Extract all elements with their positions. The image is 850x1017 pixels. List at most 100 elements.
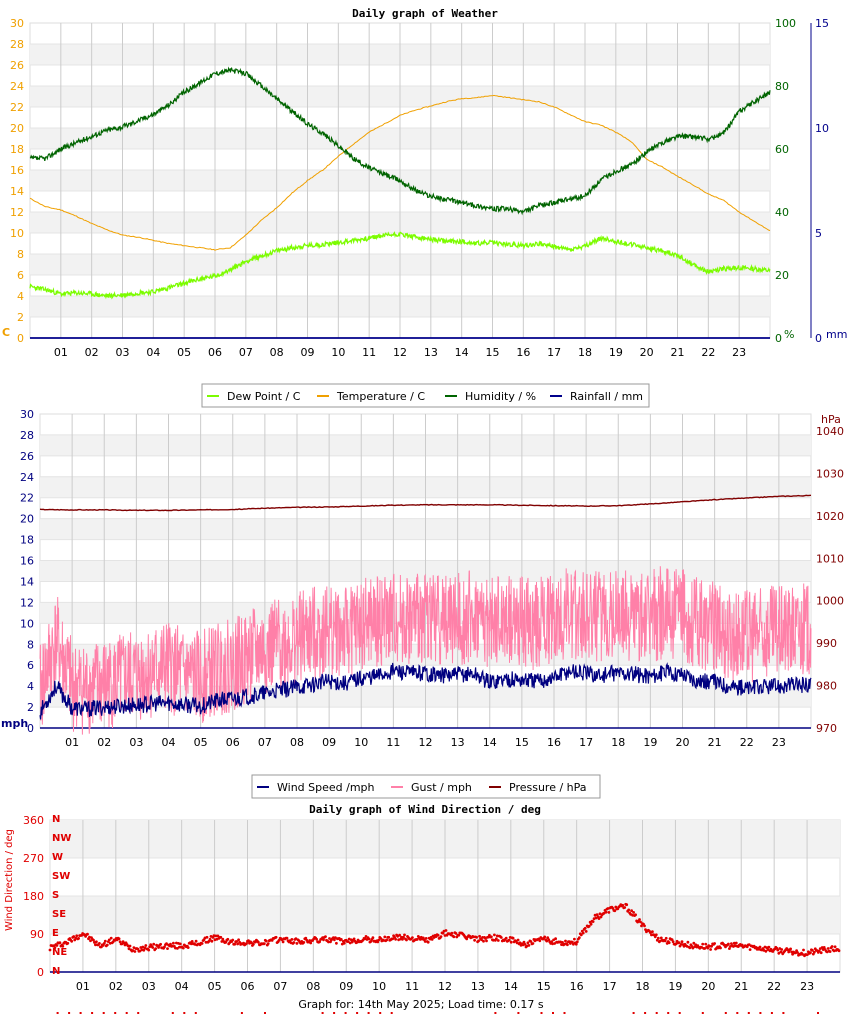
x-tick-label: 04 — [175, 980, 189, 993]
direction-point — [492, 938, 495, 942]
direction-point — [190, 940, 194, 943]
x-tick-label: 15 — [537, 980, 551, 993]
direction-point — [465, 937, 469, 941]
direction-point — [333, 938, 336, 942]
y-tick-label: 0 — [815, 332, 822, 345]
x-tick-label: 15 — [486, 346, 500, 359]
direction-point — [181, 946, 185, 950]
direction-point — [643, 924, 646, 928]
x-tick-label: 13 — [471, 980, 485, 993]
direction-point — [671, 940, 675, 944]
direction-point — [822, 946, 826, 949]
y-tick-label: 60 — [775, 143, 789, 156]
direction-point — [452, 935, 456, 939]
direction-point — [377, 938, 381, 942]
direction-point — [623, 906, 627, 909]
x-tick-label: 05 — [208, 980, 222, 993]
y-tick-label: 30 — [10, 17, 24, 30]
direction-point — [640, 924, 643, 928]
direction-point — [457, 933, 461, 937]
direction-chart-title: Daily graph of Wind Direction / deg — [309, 803, 541, 816]
direction-point — [516, 938, 520, 942]
direction-point — [128, 944, 132, 948]
x-tick-label: 19 — [668, 980, 682, 993]
direction-point — [165, 942, 168, 946]
wind-legend: Wind Speed /mph Gust / mph Pressure / hP… — [251, 774, 601, 799]
y-tick-label: 990 — [816, 637, 837, 650]
y-tick-label: 1040 — [816, 425, 844, 438]
direction-point — [538, 939, 542, 943]
y-tick-label: 180 — [23, 890, 44, 903]
direction-point — [553, 942, 556, 945]
y-tick-label: 1030 — [816, 467, 844, 480]
compass-label: NE — [52, 947, 67, 958]
legend-label-humidity: Humidity / % — [465, 390, 536, 403]
direction-point — [430, 938, 434, 941]
y-tick-label: 20 — [775, 269, 789, 282]
direction-point — [339, 938, 343, 941]
direction-point — [169, 942, 172, 946]
y-tick-label: 80 — [775, 80, 789, 93]
y-tick-label: 24 — [10, 80, 24, 93]
direction-point — [819, 951, 823, 955]
x-tick-label: 09 — [322, 736, 336, 749]
direction-point — [186, 946, 190, 949]
x-tick-label: 08 — [270, 346, 284, 359]
direction-point — [494, 937, 498, 941]
x-tick-label: 13 — [424, 346, 438, 359]
y-tick-label: 22 — [10, 101, 24, 114]
direction-point — [679, 943, 683, 946]
direction-point — [789, 947, 792, 951]
y-tick-label: 40 — [775, 206, 789, 219]
direction-point — [398, 933, 401, 937]
direction-point — [828, 950, 832, 953]
direction-point — [522, 940, 526, 944]
direction-point — [328, 937, 331, 940]
bottom-mark — [655, 1012, 658, 1014]
y-tick-label: 10 — [20, 617, 34, 630]
direction-point — [423, 940, 427, 943]
wind-hour-axis-ticks: 01 02 03 04 05 06 07 08 09 10 11 12 13 14 15 16 17 18 19 20… — [65, 736, 786, 749]
direction-point — [523, 943, 527, 946]
compass-label: N — [52, 966, 60, 977]
bottom-mark — [563, 1012, 566, 1014]
y-tick-label: 8 — [17, 248, 24, 261]
legend-item-dew: Dew Point / C — [207, 390, 301, 403]
direction-point — [226, 937, 230, 941]
direction-point — [507, 938, 511, 942]
wind-speed-line — [39, 662, 812, 720]
direction-point — [424, 937, 428, 940]
legend-item-temperature: Temperature / C — [317, 390, 425, 403]
bottom-mark — [667, 1012, 670, 1014]
direction-point — [95, 940, 98, 944]
direction-point — [400, 935, 403, 939]
x-tick-label: 01 — [54, 346, 68, 359]
direction-point — [281, 940, 285, 944]
direction-point — [777, 951, 781, 955]
legend-label-rainfall: Rainfall / mm — [570, 390, 643, 403]
direction-point — [571, 940, 574, 944]
direction-point — [621, 903, 625, 907]
direction-point — [405, 938, 408, 942]
direction-point — [740, 943, 744, 947]
direction-point — [764, 949, 768, 953]
direction-point — [680, 940, 684, 944]
direction-point — [688, 946, 692, 950]
x-tick-label: 20 — [701, 980, 715, 993]
direction-point — [385, 938, 389, 942]
direction-point — [238, 940, 242, 944]
x-tick-label: 04 — [162, 736, 176, 749]
direction-point — [178, 942, 182, 946]
direction-point — [625, 903, 629, 907]
x-tick-label: 20 — [640, 346, 654, 359]
direction-point — [189, 942, 193, 946]
direction-point — [604, 910, 608, 914]
x-tick-label: 01 — [76, 980, 90, 993]
direction-point — [237, 938, 241, 942]
direction-point — [144, 944, 148, 947]
x-tick-label: 03 — [142, 980, 156, 993]
weather-humidity-axis-ticks: 0 20 40 60 80 100 — [775, 17, 796, 345]
direction-point — [706, 946, 710, 950]
x-tick-label: 07 — [273, 980, 287, 993]
